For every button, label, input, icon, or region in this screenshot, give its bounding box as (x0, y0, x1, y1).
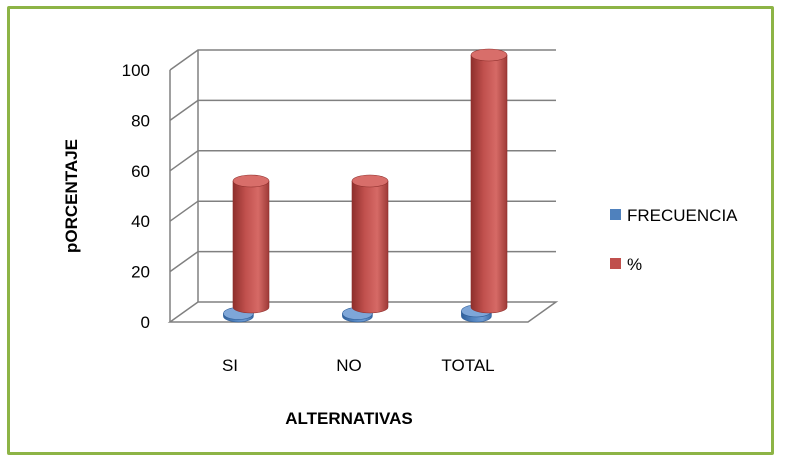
gridlines (169, 49, 556, 322)
x-tick-label: NO (336, 356, 362, 375)
legend-label-percent: % (627, 255, 642, 274)
bar-percent (232, 174, 270, 314)
y-tick-label: 100 (122, 61, 150, 80)
chart-floor (167, 301, 559, 323)
y-tick-label: 40 (131, 212, 150, 231)
bars (223, 48, 508, 323)
chart-frame (7, 6, 774, 455)
bar-body (470, 54, 508, 314)
x-axis-title: ALTERNATIVAS (285, 409, 413, 428)
legend-swatch-percent (610, 258, 621, 269)
x-tick-label: TOTAL (441, 356, 494, 375)
bar-top (470, 48, 508, 62)
bar-percent (351, 174, 389, 314)
legend-label-frecuencia: FRECUENCIA (627, 206, 738, 225)
y-tick-label: 20 (131, 263, 150, 282)
y-tick-label: 60 (131, 162, 150, 181)
y-axis-ticks: 0 20 40 60 80 100 (122, 61, 150, 332)
legend-swatch-frecuencia (610, 209, 621, 220)
y-tick-label: 0 (141, 313, 150, 332)
y-axis-title: pORCENTAJE (62, 139, 81, 253)
bar-percent (470, 48, 508, 314)
bar-top (351, 174, 389, 188)
legend: FRECUENCIA % (610, 206, 738, 274)
x-tick-label: SI (222, 356, 238, 375)
bar-body (351, 180, 389, 314)
y-tick-label: 80 (131, 111, 150, 130)
bar-top (232, 174, 270, 188)
bar-body (232, 180, 270, 314)
x-axis-categories: SI NO TOTAL (222, 356, 495, 375)
